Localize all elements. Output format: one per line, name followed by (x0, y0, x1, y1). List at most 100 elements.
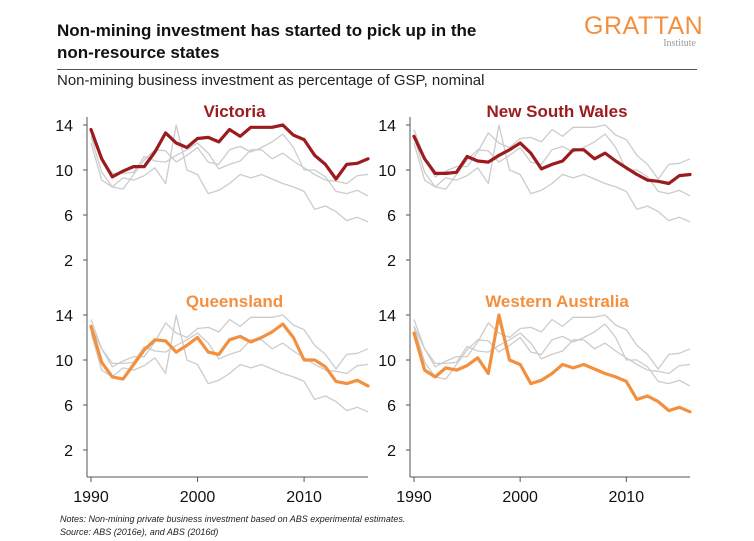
x-tick-label: 1990 (73, 489, 109, 506)
series-queensland-point (260, 336, 263, 339)
series-queensland-point (228, 338, 231, 341)
series-new-south-wales-point (497, 154, 501, 157)
series-queensland-point (111, 375, 114, 379)
series-new-south-wales-point (476, 159, 479, 163)
series-western-australia-point (656, 400, 660, 403)
chart-notes: Notes: Non-mining private business inves… (60, 513, 405, 539)
series-western-australia-point (529, 382, 532, 385)
series-queensland-point (270, 330, 274, 334)
panel-title: Western Australia (485, 292, 629, 311)
panel-victoria: Victoria (89, 102, 370, 223)
series-queensland-point (121, 377, 125, 381)
series-new-south-wales-point (593, 157, 596, 160)
series-queensland-point (175, 350, 178, 354)
x-tick-label: 2010 (609, 489, 645, 506)
series-victoria-point (356, 162, 359, 165)
panel-title: Victoria (203, 102, 266, 121)
series-victoria-point (292, 133, 295, 137)
series-western-australia-point (688, 410, 692, 413)
y-tick-label: 6 (64, 208, 73, 225)
series-western-australia-point (603, 372, 607, 375)
series-victoria-point (281, 123, 284, 127)
logo-wordmark: GRATTAN (584, 12, 704, 40)
y-tick-label: 14 (55, 118, 73, 135)
series-western-australia-point (582, 363, 586, 366)
series-new-south-wales-point (603, 151, 607, 155)
y-tick-label: 14 (378, 118, 396, 135)
y-tick-label: 10 (55, 353, 73, 370)
grattan-logo: GRATTAN Institute (584, 12, 704, 49)
series-victoria-point (334, 177, 338, 181)
y-tick-label: 6 (64, 398, 73, 415)
series-queensland-point (185, 344, 189, 347)
series-queensland-point (334, 380, 338, 383)
header-divider (57, 69, 697, 70)
series-new-south-wales-point (465, 155, 469, 158)
title-line-2: non-resource states (57, 43, 220, 62)
series-new-south-wales-point (646, 178, 649, 182)
source-text: Source: ABS (2016e), and ABS (2016d) (60, 527, 219, 537)
series-western-australia-point (678, 406, 681, 409)
series-western-australia-point (614, 375, 617, 379)
series-queensland-point (100, 361, 103, 364)
series-western-australia-point (593, 367, 596, 371)
series-new-south-wales-point (412, 135, 416, 138)
series-victoria-point (175, 141, 178, 145)
logo-subtext: Institute (663, 38, 696, 49)
notes-text: Notes: Non-mining private business inves… (60, 514, 406, 524)
series-western-australia-point (508, 358, 511, 362)
x-tick-label: 1990 (396, 489, 432, 506)
series-queensland-point (302, 358, 306, 362)
series-victoria-point (153, 150, 157, 154)
panel-new-south-wales: New South Wales (412, 102, 692, 223)
series-victoria-line (89, 123, 370, 181)
series-new-south-wales-point (688, 173, 692, 176)
chart-subtitle: Non-mining business investment as percen… (57, 72, 485, 89)
series-new-south-wales-point (582, 148, 586, 151)
series-queensland-point (238, 335, 242, 338)
series-queensland-point (366, 384, 370, 388)
series-western-australia-point (465, 364, 469, 367)
series-western-australia-point (412, 331, 416, 335)
y-tick-label: 2 (387, 253, 396, 270)
series-new-south-wales-point (635, 173, 639, 176)
series-western-australia-point (667, 409, 670, 412)
chart-title: Non-mining investment has started to pic… (57, 20, 557, 64)
series-queensland-point (89, 325, 93, 328)
series-victoria-point (206, 136, 210, 139)
series-western-australia-point (635, 398, 639, 401)
y-tick-label: 6 (387, 208, 396, 225)
panel-title: Queensland (186, 292, 283, 311)
series-queensland-point (153, 338, 157, 341)
series-western-australia-point (550, 372, 554, 375)
series-new-south-wales-point (455, 171, 458, 174)
series-new-south-wales-point (572, 148, 575, 151)
series-western-australia-point (497, 313, 501, 317)
series-victoria-point (366, 157, 370, 160)
series-victoria-point (143, 165, 146, 168)
series-victoria-point (89, 128, 93, 131)
y-tick-label: 14 (55, 308, 73, 325)
series-queensland-point (249, 340, 253, 344)
series-queensland-point (206, 350, 210, 354)
series-new-south-wales-point (508, 148, 511, 151)
series-queensland-comparison-line (90, 133, 369, 197)
series-queensland-point (164, 339, 167, 343)
y-tick-label: 6 (387, 398, 396, 415)
series-victoria-point (249, 126, 253, 129)
series-western-australia-point (434, 375, 437, 379)
series-new-south-wales-point (561, 159, 564, 163)
series-western-australia-point (423, 368, 426, 372)
series-victoria-point (270, 126, 274, 129)
series-western-australia-point (625, 380, 628, 383)
series-victoria-point (164, 131, 167, 135)
y-tick-label: 10 (55, 163, 73, 180)
series-queensland-point (313, 358, 316, 362)
series-new-south-wales-point (614, 159, 617, 163)
series-western-australia-comparison-line (90, 124, 369, 223)
series-new-south-wales-point (487, 160, 490, 164)
series-new-south-wales-point (529, 151, 532, 155)
series-western-australia-comparison-line (90, 314, 369, 413)
series-queensland-point (345, 382, 348, 385)
series-new-south-wales-point (656, 180, 660, 183)
